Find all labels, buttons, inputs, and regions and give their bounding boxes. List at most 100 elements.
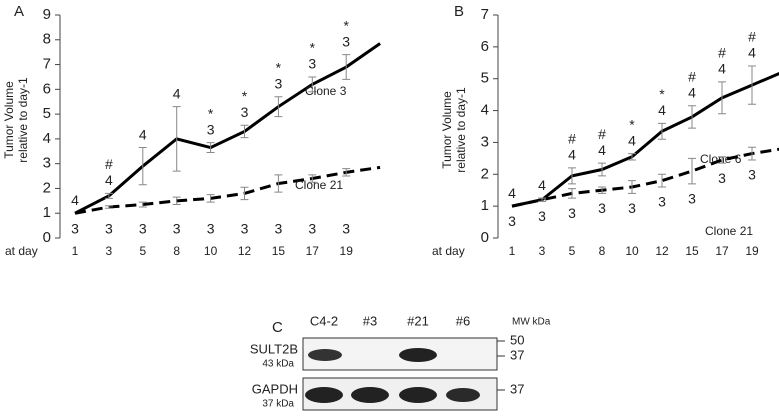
n-label: 3 — [342, 221, 350, 237]
series-line — [511, 147, 779, 208]
band — [399, 387, 437, 403]
lane-label: #21 — [407, 313, 429, 328]
error-bar — [206, 142, 215, 154]
x-axis-label: at day — [5, 244, 38, 258]
n-label: 3 — [748, 167, 756, 183]
n-label: 4 — [538, 177, 546, 193]
error-bar — [308, 174, 317, 183]
y-tick-label: 4 — [481, 102, 489, 119]
y-tick-label: 6 — [43, 80, 51, 97]
y-tick-label: 3 — [43, 155, 51, 172]
series-label: Clone 6 — [700, 152, 742, 166]
error-bar — [240, 124, 249, 139]
x-tick-label: 1 — [509, 244, 516, 258]
x-tick-label: 17 — [306, 244, 320, 258]
y-tick-label: 0 — [43, 229, 51, 246]
significance-label: * — [242, 88, 248, 104]
y-tick-label: 6 — [481, 38, 489, 55]
significance-label: * — [276, 59, 282, 75]
significance-label: # — [598, 126, 606, 142]
error-bar — [688, 105, 696, 129]
x-tick-label: 10 — [204, 244, 218, 258]
series-label: Clone 21 — [705, 224, 753, 238]
series-line — [511, 71, 779, 208]
significance-label: * — [208, 105, 214, 121]
band — [308, 349, 342, 361]
significance-label: * — [343, 17, 349, 33]
x-tick-label: 1 — [72, 244, 79, 258]
y-tick-label: 0 — [481, 229, 489, 246]
n-label: 4 — [658, 102, 666, 118]
error-bar — [658, 122, 666, 140]
y-axis-label: Tumor Volume — [2, 81, 16, 159]
error-bar — [598, 186, 606, 194]
n-label: 3 — [658, 194, 666, 210]
n-label: 3 — [308, 56, 316, 72]
band — [305, 387, 343, 403]
blot: C C4-2 #3 #21 #6 MW kDa SULT2B 43 kDa GA… — [250, 313, 551, 411]
error-bar — [104, 205, 113, 209]
significance-label: * — [659, 86, 665, 102]
x-tick-label: 3 — [106, 244, 113, 258]
error-bar — [568, 167, 576, 185]
error-bar — [172, 106, 181, 172]
n-label: 3 — [173, 221, 181, 237]
error-bar — [748, 146, 756, 161]
error-bar — [748, 65, 756, 105]
error-bar — [138, 201, 147, 208]
n-label: 4 — [718, 61, 726, 77]
error-bar — [104, 192, 113, 199]
marker-label: 37 — [510, 347, 524, 362]
n-label: 3 — [538, 208, 546, 224]
error-bar — [342, 168, 351, 177]
error-bar — [718, 81, 726, 115]
y-axis-label: relative to day-1 — [16, 77, 30, 163]
x-tick-label: 5 — [139, 244, 146, 258]
significance-label: * — [629, 116, 635, 132]
error-bar — [172, 196, 181, 206]
panel-label: A — [14, 3, 24, 20]
n-label: 4 — [568, 147, 576, 163]
significance-label: # — [748, 29, 756, 45]
row-size: 37 kDa — [262, 399, 294, 410]
n-label: 4 — [598, 142, 606, 158]
error-bar — [538, 197, 546, 202]
error-bar — [342, 54, 351, 80]
x-axis-label: at day — [432, 244, 465, 258]
error-bar — [598, 162, 606, 177]
n-label: 3 — [718, 170, 726, 186]
error-bar — [628, 180, 636, 194]
n-label: 3 — [275, 75, 283, 91]
band — [446, 388, 480, 402]
error-bar — [658, 173, 666, 188]
x-tick-label: 5 — [569, 244, 576, 258]
y-axis-label: relative to day-1 — [454, 87, 468, 173]
y-tick-label: 8 — [43, 31, 51, 48]
n-label: 4 — [628, 132, 636, 148]
error-bar — [628, 153, 636, 161]
significance-label: # — [105, 156, 113, 172]
n-label: 3 — [207, 221, 215, 237]
y-tick-label: 9 — [43, 6, 51, 23]
y-axis-label: Tumor Volume — [440, 91, 454, 169]
lane-label: #6 — [456, 313, 470, 328]
y-tick-label: 2 — [43, 179, 51, 196]
panel-label: B — [454, 3, 464, 20]
significance-label: # — [718, 45, 726, 61]
x-tick-label: 15 — [272, 244, 286, 258]
row-label: GAPDH — [252, 381, 298, 396]
n-label: 4 — [508, 185, 516, 201]
marker-label: 50 — [510, 332, 524, 347]
x-tick-label: 8 — [599, 244, 606, 258]
mw-header: MW kDa — [512, 317, 551, 328]
panel-label: C — [272, 319, 283, 336]
row-size: 43 kDa — [262, 359, 294, 370]
y-tick-label: 2 — [481, 165, 489, 182]
error-bar — [718, 156, 726, 164]
series-label: Clone 21 — [295, 178, 343, 192]
x-tick-label: 12 — [655, 244, 669, 258]
error-bar — [274, 96, 283, 118]
y-tick-label: 7 — [481, 6, 489, 23]
series-line — [74, 165, 381, 215]
